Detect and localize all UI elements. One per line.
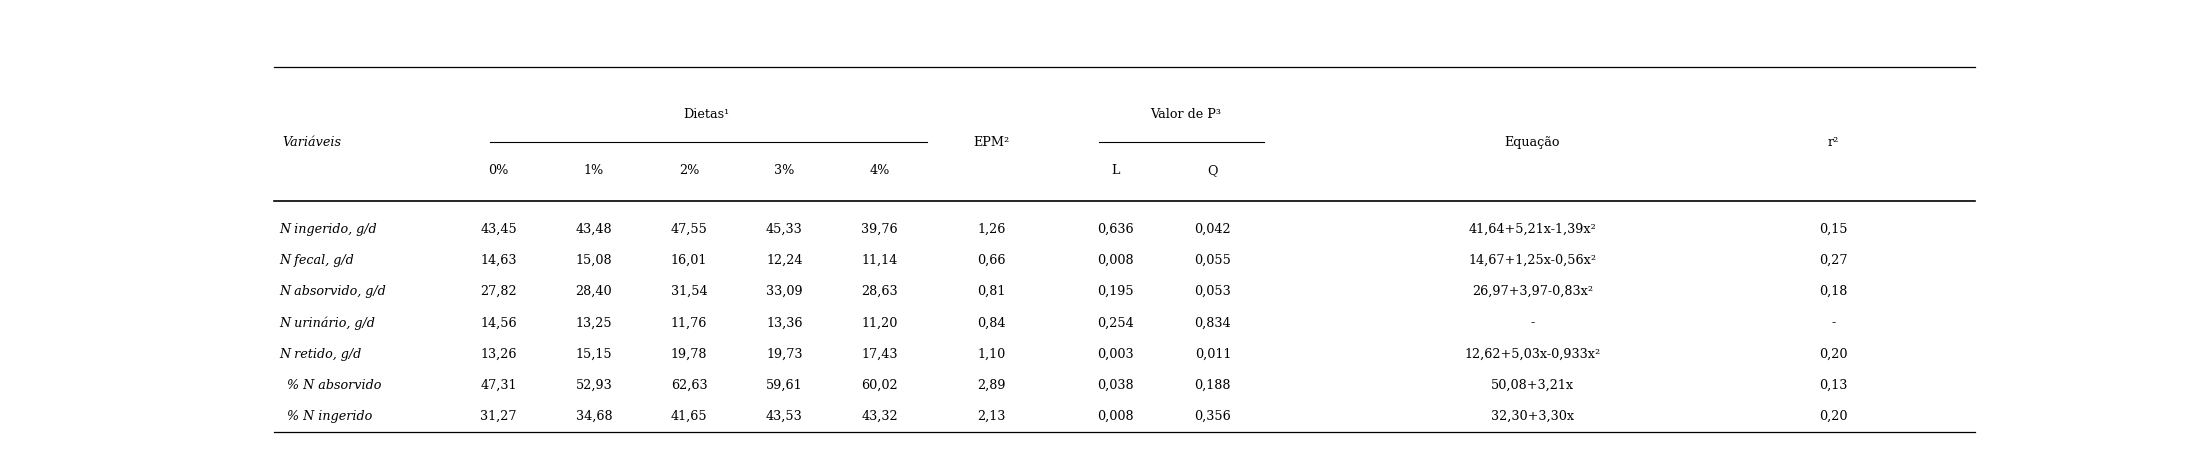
Text: 0,195: 0,195	[1097, 285, 1134, 298]
Text: Q: Q	[1207, 164, 1218, 177]
Text: 33,09: 33,09	[766, 285, 803, 298]
Text: 15,08: 15,08	[575, 254, 612, 267]
Text: -: -	[1832, 316, 1836, 329]
Text: N fecal, g/d: N fecal, g/d	[279, 254, 353, 267]
Text: EPM²: EPM²	[974, 136, 1009, 149]
Text: 0,011: 0,011	[1196, 347, 1231, 360]
Text: N retido, g/d: N retido, g/d	[279, 347, 362, 360]
Text: 1,26: 1,26	[979, 223, 1007, 236]
Text: 13,36: 13,36	[766, 316, 803, 329]
Text: 34,68: 34,68	[575, 410, 612, 423]
Text: 13,25: 13,25	[575, 316, 612, 329]
Text: N ingerido, g/d: N ingerido, g/d	[279, 223, 377, 236]
Text: 11,20: 11,20	[862, 316, 897, 329]
Text: 43,45: 43,45	[480, 223, 518, 236]
Text: 0,81: 0,81	[979, 285, 1007, 298]
Text: 13,26: 13,26	[480, 347, 518, 360]
Text: 12,62+5,03x-0,933x²: 12,62+5,03x-0,933x²	[1463, 347, 1602, 360]
Text: 0,66: 0,66	[979, 254, 1007, 267]
Text: 31,54: 31,54	[671, 285, 706, 298]
Text: 0,18: 0,18	[1819, 285, 1847, 298]
Text: N urinário, g/d: N urinário, g/d	[279, 316, 375, 330]
Text: 0,188: 0,188	[1194, 379, 1231, 392]
Text: 28,40: 28,40	[575, 285, 612, 298]
Text: 43,48: 43,48	[575, 223, 612, 236]
Text: 0,042: 0,042	[1194, 223, 1231, 236]
Text: 2,89: 2,89	[979, 379, 1007, 392]
Text: 0,008: 0,008	[1097, 410, 1134, 423]
Text: 11,14: 11,14	[862, 254, 897, 267]
Text: % N ingerido: % N ingerido	[279, 410, 373, 423]
Text: 0,055: 0,055	[1194, 254, 1231, 267]
Text: 0,834: 0,834	[1194, 316, 1231, 329]
Text: Valor de P³: Valor de P³	[1150, 108, 1222, 121]
Text: 26,97+3,97-0,83x²: 26,97+3,97-0,83x²	[1472, 285, 1593, 298]
Text: 0,636: 0,636	[1097, 223, 1134, 236]
Text: 0,053: 0,053	[1194, 285, 1231, 298]
Text: 1%: 1%	[584, 164, 603, 177]
Text: Dietas¹: Dietas¹	[682, 108, 728, 121]
Text: 0,008: 0,008	[1097, 254, 1134, 267]
Text: L: L	[1112, 164, 1121, 177]
Text: 28,63: 28,63	[862, 285, 897, 298]
Text: 4%: 4%	[869, 164, 891, 177]
Text: -: -	[1531, 316, 1534, 329]
Text: 14,63: 14,63	[480, 254, 518, 267]
Text: 52,93: 52,93	[575, 379, 612, 392]
Text: 39,76: 39,76	[862, 223, 897, 236]
Text: 19,78: 19,78	[671, 347, 706, 360]
Text: 2%: 2%	[678, 164, 700, 177]
Text: 19,73: 19,73	[766, 347, 803, 360]
Text: 0,84: 0,84	[979, 316, 1007, 329]
Text: 47,31: 47,31	[480, 379, 518, 392]
Text: Equação: Equação	[1505, 136, 1560, 149]
Text: 0,13: 0,13	[1819, 379, 1847, 392]
Text: 50,08+3,21x: 50,08+3,21x	[1492, 379, 1573, 392]
Text: 11,76: 11,76	[671, 316, 706, 329]
Text: 17,43: 17,43	[862, 347, 897, 360]
Text: 16,01: 16,01	[671, 254, 706, 267]
Text: % N absorvido: % N absorvido	[279, 379, 382, 392]
Text: 0,038: 0,038	[1097, 379, 1134, 392]
Text: 0,254: 0,254	[1097, 316, 1134, 329]
Text: 0%: 0%	[489, 164, 509, 177]
Text: N absorvido, g/d: N absorvido, g/d	[279, 285, 386, 298]
Text: 15,15: 15,15	[575, 347, 612, 360]
Text: 31,27: 31,27	[480, 410, 518, 423]
Text: 43,53: 43,53	[766, 410, 803, 423]
Text: 0,20: 0,20	[1819, 410, 1847, 423]
Text: 0,20: 0,20	[1819, 347, 1847, 360]
Text: 47,55: 47,55	[671, 223, 709, 236]
Text: r²: r²	[1828, 136, 1839, 149]
Text: 62,63: 62,63	[671, 379, 706, 392]
Text: 41,64+5,21x-1,39x²: 41,64+5,21x-1,39x²	[1468, 223, 1597, 236]
Text: 14,67+1,25x-0,56x²: 14,67+1,25x-0,56x²	[1468, 254, 1597, 267]
Text: 0,27: 0,27	[1819, 254, 1847, 267]
Text: 1,10: 1,10	[979, 347, 1005, 360]
Text: 27,82: 27,82	[480, 285, 518, 298]
Text: 0,15: 0,15	[1819, 223, 1847, 236]
Text: 0,003: 0,003	[1097, 347, 1134, 360]
Text: 43,32: 43,32	[862, 410, 897, 423]
Text: 2,13: 2,13	[979, 410, 1007, 423]
Text: 59,61: 59,61	[766, 379, 803, 392]
Text: 12,24: 12,24	[766, 254, 803, 267]
Text: 60,02: 60,02	[862, 379, 897, 392]
Text: Variáveis: Variáveis	[283, 136, 342, 149]
Text: 41,65: 41,65	[671, 410, 706, 423]
Text: 0,356: 0,356	[1194, 410, 1231, 423]
Text: 45,33: 45,33	[766, 223, 803, 236]
Text: 14,56: 14,56	[480, 316, 518, 329]
Text: 32,30+3,30x: 32,30+3,30x	[1492, 410, 1573, 423]
Text: 3%: 3%	[774, 164, 794, 177]
